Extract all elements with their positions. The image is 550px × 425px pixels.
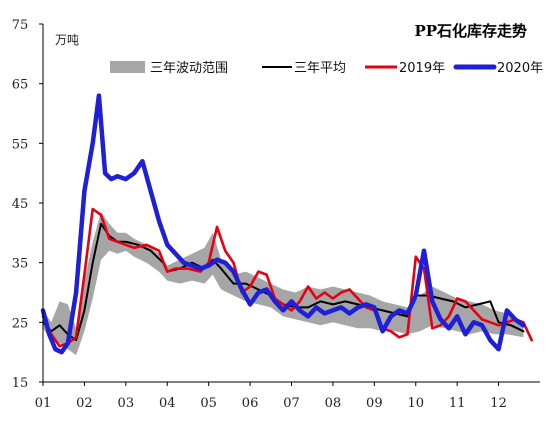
- x-tick-label: 04: [159, 396, 176, 411]
- legend-2020-label: 2020年: [497, 61, 543, 76]
- legend-band-swatch: [110, 61, 145, 73]
- y-unit-label: 万吨: [55, 33, 79, 47]
- y-tick-label: 45: [12, 197, 29, 212]
- y-tick-label: 15: [12, 376, 29, 391]
- x-tick-label: 10: [407, 396, 424, 411]
- x-tick-label: 12: [490, 396, 507, 411]
- legend-band-label: 三年波动范围: [150, 61, 228, 76]
- x-tick-label: 06: [242, 396, 259, 411]
- x-tick-label: 05: [200, 396, 217, 411]
- y-tick-label: 25: [12, 316, 29, 331]
- volatility-band-area: [43, 212, 524, 356]
- y-ticks: 15 25 35 45 55 65 75: [12, 18, 43, 391]
- y-tick-label: 55: [12, 137, 29, 152]
- chart-title: PP石化库存走势: [414, 22, 527, 40]
- volatility-band-layer: [43, 212, 524, 356]
- x-tick-label: 01: [35, 396, 52, 411]
- x-tick-label: 07: [283, 396, 300, 411]
- x-tick-label: 09: [366, 396, 383, 411]
- x-tick-label: 11: [449, 396, 466, 411]
- legend: 三年波动范围 三年平均 2019年 2020年: [110, 61, 543, 76]
- series-layer: [40, 93, 534, 355]
- x-tick-label: 03: [118, 396, 135, 411]
- y-tick-label: 75: [12, 18, 29, 33]
- y-tick-label: 65: [12, 78, 29, 93]
- series-line-avg: [42, 222, 525, 342]
- x-tick-label: 02: [76, 396, 93, 411]
- series-line-y2020: [40, 93, 526, 355]
- y-tick-label: 35: [12, 257, 29, 272]
- legend-2019-label: 2019年: [399, 61, 445, 76]
- x-ticks: 01 02 03 04 05 06 07 08 09 10 11 12: [35, 382, 507, 411]
- legend-avg-label: 三年平均: [294, 61, 346, 76]
- x-tick-label: 08: [325, 396, 342, 411]
